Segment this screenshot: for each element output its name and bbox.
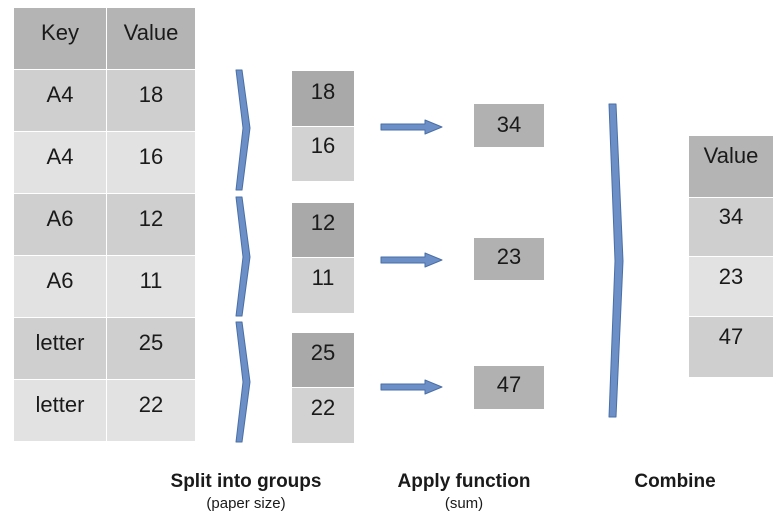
combine-bracket — [608, 103, 624, 418]
input-header-key: Key — [14, 8, 106, 69]
split-bracket-3 — [235, 321, 251, 443]
caption-apply: Apply function — [397, 471, 531, 492]
group-2-top: 12 — [292, 203, 354, 257]
input-cell-key: A6 — [14, 256, 106, 317]
input-cell-value: 18 — [107, 70, 195, 131]
output-cell: 34 — [689, 198, 773, 256]
output-cell: 47 — [689, 317, 773, 377]
applied-result: 34 — [474, 104, 544, 147]
caption-split-sub: (paper size) — [206, 495, 286, 512]
group-1-bottom: 16 — [292, 127, 354, 181]
apply-arrow-2 — [380, 252, 443, 268]
group-1-top: 18 — [292, 71, 354, 126]
output-cell: 23 — [689, 257, 773, 316]
apply-arrow-3 — [380, 379, 443, 395]
input-cell-value: 12 — [107, 194, 195, 255]
group-3-bottom: 22 — [292, 388, 354, 443]
input-cell-key: A4 — [14, 70, 106, 131]
input-cell-key: A4 — [14, 132, 106, 193]
output-header-value: Value — [689, 136, 773, 197]
applied-result: 23 — [474, 238, 544, 280]
input-header-value: Value — [107, 8, 195, 69]
group-3-top: 25 — [292, 333, 354, 387]
split-bracket-2 — [235, 196, 251, 317]
input-cell-value: 25 — [107, 318, 195, 379]
group-2-bottom: 11 — [292, 258, 354, 313]
apply-arrow-1 — [380, 119, 443, 135]
split-bracket-1 — [235, 69, 251, 191]
input-cell-value: 22 — [107, 380, 195, 441]
applied-result: 47 — [474, 366, 544, 409]
input-cell-value: 16 — [107, 132, 195, 193]
caption-apply-sub: (sum) — [444, 495, 484, 512]
input-cell-key: A6 — [14, 194, 106, 255]
caption-split: Split into groups — [170, 471, 322, 492]
input-cell-key: letter — [14, 380, 106, 441]
input-cell-key: letter — [14, 318, 106, 379]
input-cell-value: 11 — [107, 256, 195, 317]
caption-combine: Combine — [634, 471, 716, 492]
